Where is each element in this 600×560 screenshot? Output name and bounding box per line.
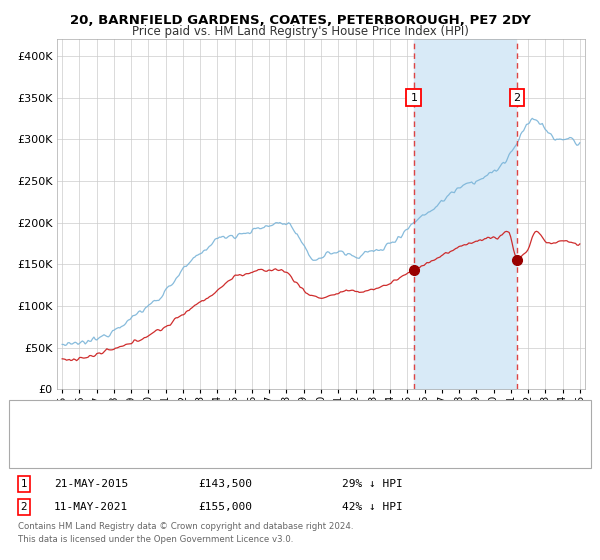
Text: 42% ↓ HPI: 42% ↓ HPI	[342, 502, 403, 512]
Text: Price paid vs. HM Land Registry's House Price Index (HPI): Price paid vs. HM Land Registry's House …	[131, 25, 469, 38]
Text: 20, BARNFIELD GARDENS, COATES, PETERBOROUGH, PE7 2DY (detached house): 20, BARNFIELD GARDENS, COATES, PETERBORO…	[57, 413, 475, 423]
Text: 2: 2	[20, 502, 28, 512]
Text: 29% ↓ HPI: 29% ↓ HPI	[342, 479, 403, 489]
Text: £155,000: £155,000	[198, 502, 252, 512]
Text: 20, BARNFIELD GARDENS, COATES, PETERBOROUGH, PE7 2DY: 20, BARNFIELD GARDENS, COATES, PETERBORO…	[70, 14, 530, 27]
Text: HPI: Average price, detached house, Fenland: HPI: Average price, detached house, Fenl…	[57, 439, 291, 449]
Text: 21-MAY-2015: 21-MAY-2015	[54, 479, 128, 489]
Text: 11-MAY-2021: 11-MAY-2021	[54, 502, 128, 512]
Text: Contains HM Land Registry data © Crown copyright and database right 2024.
This d: Contains HM Land Registry data © Crown c…	[18, 522, 353, 544]
Text: £143,500: £143,500	[198, 479, 252, 489]
Text: 1: 1	[20, 479, 28, 489]
Text: 1: 1	[410, 92, 418, 102]
Text: 2: 2	[514, 92, 521, 102]
